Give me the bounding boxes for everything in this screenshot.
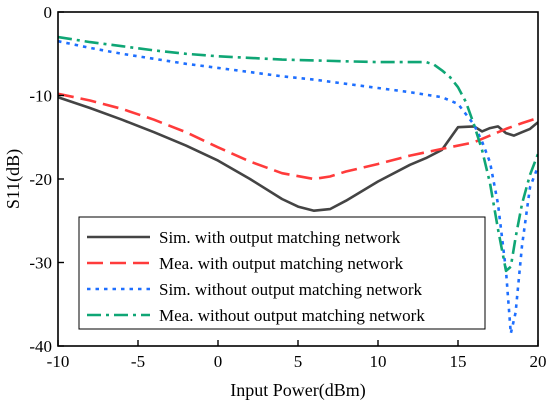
legend-label: Sim. without output matching network	[159, 280, 423, 299]
y-tick-label: -30	[29, 254, 52, 273]
series-layer	[58, 35, 538, 335]
series-line-2	[58, 92, 538, 181]
x-axis-title: Input Power(dBm)	[230, 380, 365, 401]
x-tick-label: -5	[131, 352, 145, 371]
y-tick-label: -40	[29, 337, 52, 356]
y-axis-ticks: 0 -10 -20 -30 -40	[29, 3, 64, 356]
legend: Sim. with output matching network Mea. wi…	[78, 216, 486, 330]
y-tick-label: -20	[29, 170, 52, 189]
x-tick-label: 15	[450, 352, 467, 371]
x-tick-label: 5	[294, 352, 303, 371]
series-line-4	[58, 35, 538, 273]
series-line-1	[58, 95, 538, 212]
y-tick-label: -10	[29, 87, 52, 106]
x-tick-label: 10	[370, 352, 387, 371]
legend-label: Sim. with output matching network	[159, 228, 401, 247]
x-tick-label: 20	[530, 352, 547, 371]
legend-label: Mea. with output matching network	[159, 254, 404, 273]
x-axis-ticks: -10 -5 0 5 10 15 20	[47, 340, 547, 371]
y-axis-title: S11(dB)	[3, 149, 24, 209]
x-tick-label: 0	[214, 352, 223, 371]
y-tick-label: 0	[44, 3, 53, 22]
legend-box	[78, 216, 486, 330]
x-tick-label: -10	[47, 352, 70, 371]
legend-label: Mea. without output matching network	[159, 306, 425, 325]
series-line-3	[58, 39, 538, 335]
